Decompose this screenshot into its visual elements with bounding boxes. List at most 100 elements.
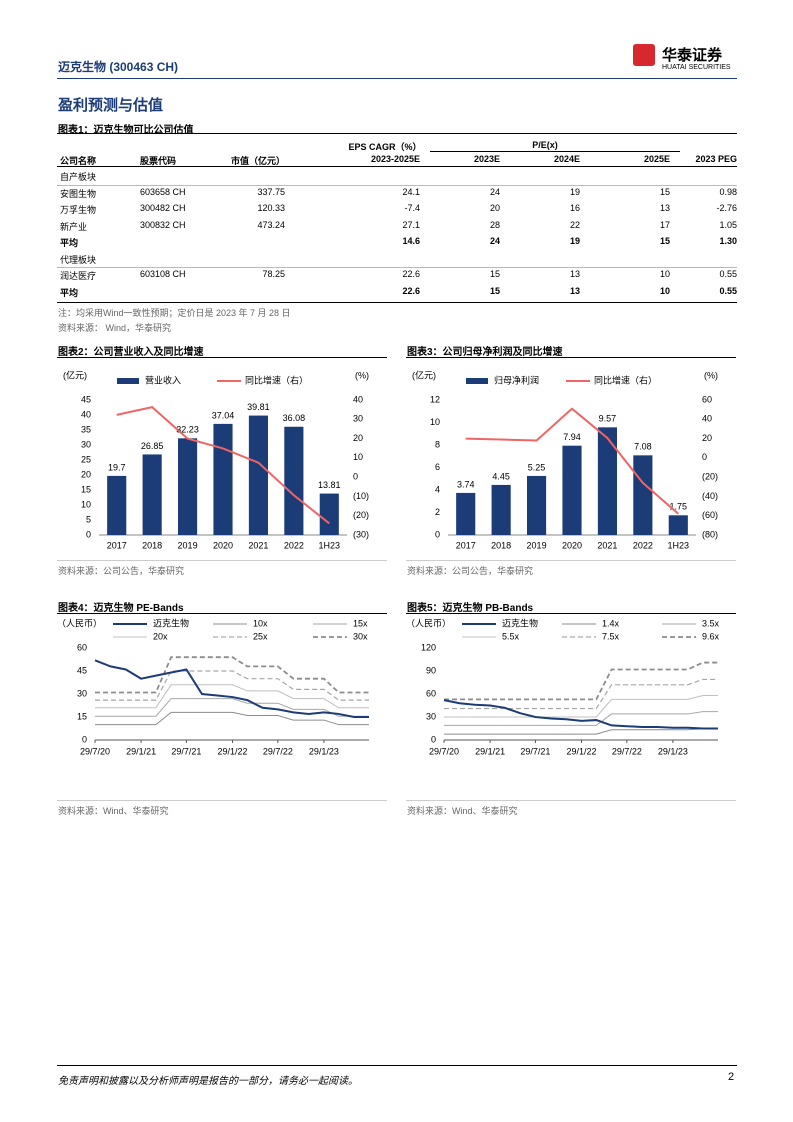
table-cell: 13 xyxy=(569,269,580,279)
table-cell: 15 xyxy=(659,236,670,246)
x-tick-label: 29/7/20 xyxy=(429,746,459,756)
axis-unit: (亿元) xyxy=(412,369,436,380)
y-tick-label: 45 xyxy=(77,665,87,675)
legend-label: 20x xyxy=(153,631,168,641)
y-tick-label: 4 xyxy=(435,484,440,494)
y2-tick-label: 0 xyxy=(702,452,707,462)
data-label: 26.85 xyxy=(141,441,164,451)
x-tick-label: 2020 xyxy=(562,540,582,550)
bar xyxy=(319,493,339,535)
y-tick-label: 15 xyxy=(77,711,87,721)
legend-label: 归母净利润 xyxy=(494,374,539,385)
table-header: 2023-2025E xyxy=(370,154,420,164)
data-label: 7.94 xyxy=(563,432,581,442)
legend-label: 30x xyxy=(353,631,368,641)
chart: (亿元) (%) 0 5 10 15 20 25 30 35 40 45 (30) (20) (10) 0 10… xyxy=(63,369,369,550)
y-tick-label: 0 xyxy=(86,529,91,539)
table-source: 资料来源： Wind，华泰研究 xyxy=(58,323,172,333)
table-cell: -2.76 xyxy=(716,203,737,213)
y-tick-label: 5 xyxy=(86,514,91,524)
table-cell: 20 xyxy=(489,203,500,213)
x-tick-label: 1H23 xyxy=(319,540,341,550)
bar xyxy=(178,438,198,535)
legend-label: 同比增速（右） xyxy=(594,374,657,385)
data-label: 5.25 xyxy=(528,462,546,472)
legend-label: 5.5x xyxy=(502,631,520,641)
table-cell: 17 xyxy=(659,219,670,230)
table-cell: 15 xyxy=(489,269,500,279)
rule xyxy=(57,560,387,561)
legend-label: 迈克生物 xyxy=(502,617,538,628)
y-tick-label: 6 xyxy=(435,462,440,472)
x-tick-label: 2018 xyxy=(491,540,511,550)
y2-tick-label: 20 xyxy=(353,433,363,443)
y2-tick-label: 10 xyxy=(353,452,363,462)
chart-title: 图表4：迈克生物 PE-Bands xyxy=(58,603,184,614)
table-cell: 120.33 xyxy=(257,203,285,213)
x-tick-label: 29/1/22 xyxy=(566,746,596,756)
y2-tick-label: 20 xyxy=(702,433,712,443)
y-tick-label: 90 xyxy=(426,665,436,675)
y2-tick-label: 40 xyxy=(353,394,363,404)
y-tick-label: 30 xyxy=(426,711,436,721)
y-tick-label: 0 xyxy=(82,734,87,744)
y2-tick-label: (60) xyxy=(702,510,718,520)
bar xyxy=(456,492,476,535)
data-label: 9.57 xyxy=(599,414,617,424)
line xyxy=(465,407,679,515)
y2-tick-label: 40 xyxy=(702,414,712,424)
x-tick-label: 29/1/21 xyxy=(126,746,156,756)
chart-title: 图表5：迈克生物 PB-Bands xyxy=(407,603,534,614)
legend-label: 15x xyxy=(353,618,368,628)
table-cell: 24.1 xyxy=(402,186,420,197)
data-label: 1.75 xyxy=(670,502,688,512)
table-cell: 300832 CH xyxy=(140,219,186,230)
table-cell: -7.4 xyxy=(404,203,420,213)
y-tick-label: 30 xyxy=(77,688,87,698)
bar xyxy=(107,475,127,535)
rule xyxy=(430,151,680,152)
axis-unit: (亿元) xyxy=(63,369,87,380)
table-cell: 24 xyxy=(489,236,500,246)
x-tick-label: 2021 xyxy=(597,540,617,550)
logo-icon xyxy=(633,44,655,66)
rule xyxy=(57,267,737,268)
legend-label: 1.4x xyxy=(602,618,620,628)
table-cell: 润达医疗 xyxy=(60,271,97,281)
table-group: 代理板块 xyxy=(60,254,97,265)
footer-rule xyxy=(57,1065,737,1066)
table-cell: 16 xyxy=(569,203,580,213)
legend-label: 营业收入 xyxy=(145,374,181,385)
table-cell: 10 xyxy=(659,269,670,279)
rule xyxy=(57,302,737,303)
y2-tick-label: 0 xyxy=(353,472,358,482)
bar xyxy=(248,415,268,535)
x-tick-label: 2019 xyxy=(178,540,198,550)
line xyxy=(95,684,369,709)
data-label: 39.81 xyxy=(247,402,270,412)
rule xyxy=(406,357,736,358)
y2-tick-label: 30 xyxy=(353,414,363,424)
legend-label: 迈克生物 xyxy=(153,617,189,628)
rule xyxy=(406,613,736,614)
line xyxy=(444,678,718,710)
bar xyxy=(597,427,617,535)
x-tick-label: 29/1/22 xyxy=(217,746,247,756)
rule xyxy=(57,357,387,358)
line xyxy=(444,711,718,726)
chart-source: 资料来源：Wind、华泰研究 xyxy=(407,806,518,816)
legend-label: 7.5x xyxy=(602,631,620,641)
table-rule xyxy=(57,133,737,134)
bar xyxy=(213,423,233,535)
table-cell: 22.6 xyxy=(402,269,420,279)
line xyxy=(116,406,330,525)
chart-source: 资料来源：公司公告，华泰研究 xyxy=(58,566,185,576)
table-header: 市值（亿元） xyxy=(230,156,285,166)
bar xyxy=(633,455,653,535)
bar xyxy=(142,454,162,535)
bar xyxy=(527,475,547,535)
x-tick-label: 29/7/21 xyxy=(520,746,550,756)
x-tick-label: 29/7/22 xyxy=(612,746,642,756)
table-cell: 13 xyxy=(659,203,670,213)
table-cell: 0.98 xyxy=(719,186,737,197)
